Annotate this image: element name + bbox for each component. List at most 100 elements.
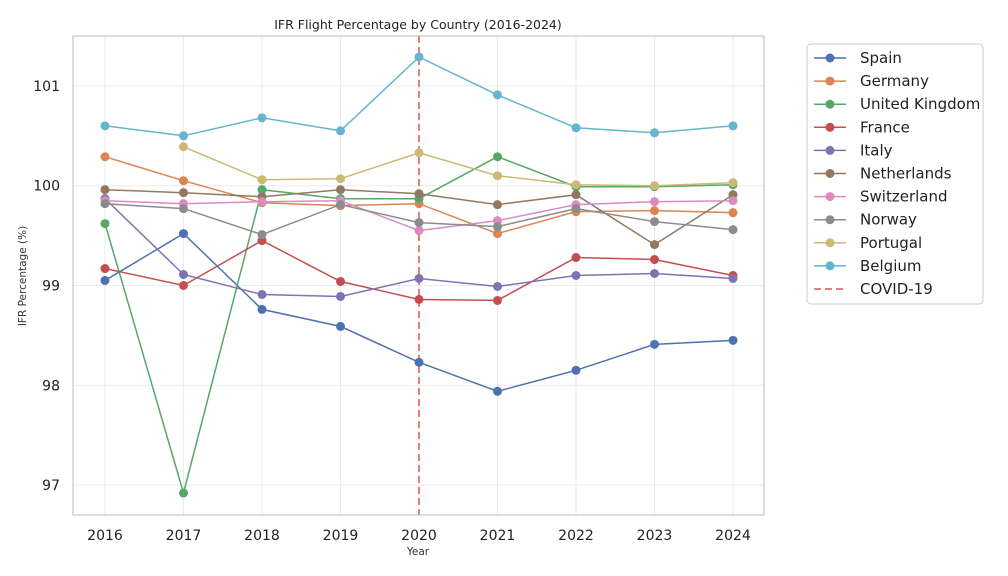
data-point (414, 52, 424, 62)
data-point (650, 197, 659, 207)
data-point (336, 291, 345, 301)
y-tick-label: 101 (33, 79, 60, 95)
x-tick-label: 2017 (166, 528, 202, 544)
x-tick-label: 2016 (87, 528, 123, 544)
legend-item-covid-19: COVID-19 (814, 280, 933, 298)
legend-marker (825, 261, 835, 271)
data-point (571, 271, 581, 280)
data-point (257, 289, 267, 299)
data-point (493, 152, 502, 162)
data-point (571, 190, 581, 200)
legend: Spain Germany United Kingdom France Italy Net… (806, 43, 984, 305)
legend-marker (825, 76, 835, 86)
legend-item-spain: Spain (814, 49, 902, 67)
data-point (336, 126, 345, 136)
x-tick-label: 2020 (401, 528, 437, 544)
data-point (336, 321, 345, 331)
legend-box (806, 43, 984, 305)
legend-marker (825, 192, 835, 202)
data-point (650, 217, 659, 227)
data-point (493, 229, 502, 239)
data-point (728, 121, 738, 131)
data-point (179, 142, 188, 152)
data-point (728, 225, 738, 235)
data-point (257, 175, 267, 185)
legend-marker (825, 53, 835, 63)
data-point (100, 264, 110, 274)
legend-marker (825, 99, 835, 109)
legend-marker (825, 238, 835, 248)
y-axis-label: IFR Percentage (%) (17, 226, 29, 326)
data-point (179, 229, 188, 239)
data-point (493, 90, 502, 100)
x-axis-label: Year (406, 546, 430, 558)
legend-marker (825, 122, 835, 132)
data-point (179, 280, 188, 290)
legend-item-united-kingdom: United Kingdom (814, 95, 980, 113)
legend-label: COVID-19 (860, 280, 933, 298)
data-point (179, 488, 188, 498)
x-tick-label: 2022 (558, 528, 594, 544)
data-point (100, 185, 110, 195)
series-line (183, 146, 734, 187)
data-point (100, 152, 110, 162)
legend-label: United Kingdom (860, 95, 980, 113)
y-tick-label: 98 (42, 378, 60, 394)
data-point (100, 275, 110, 285)
legend-item-germany: Germany (814, 72, 929, 90)
x-tick-label: 2021 (480, 528, 516, 544)
data-point (179, 131, 188, 141)
data-point (493, 222, 502, 232)
data-point (179, 270, 188, 280)
x-tick-label: 2018 (244, 528, 280, 544)
data-point (493, 281, 502, 291)
data-point (179, 176, 188, 186)
legend-item-italy: Italy (814, 141, 893, 159)
series-portugal (179, 142, 738, 191)
legend-label: Spain (860, 49, 902, 67)
data-point (100, 219, 110, 229)
series-group (100, 52, 738, 498)
legend-item-norway: Norway (814, 211, 917, 229)
chart-title: IFR Flight Percentage by Country (2016-2… (274, 17, 562, 32)
series-spain (100, 229, 738, 396)
data-point (650, 206, 659, 216)
data-point (650, 269, 659, 279)
data-point (728, 273, 738, 283)
legend-label: Italy (860, 141, 893, 159)
y-tick-label: 99 (42, 278, 60, 294)
data-point (571, 180, 581, 190)
data-point (728, 196, 738, 206)
data-point (414, 294, 424, 304)
data-point (571, 365, 581, 375)
series-norway (100, 199, 738, 240)
data-point (571, 123, 581, 133)
data-point (493, 200, 502, 210)
legend-marker (825, 215, 835, 225)
legend-label: Germany (860, 72, 929, 90)
legend-item-belgium: Belgium (814, 257, 922, 275)
legend-item-netherlands: Netherlands (814, 165, 952, 183)
data-point (100, 121, 110, 131)
legend-marker (825, 169, 835, 178)
data-point (336, 185, 345, 195)
x-tick-label: 2023 (637, 528, 673, 544)
data-point (336, 276, 345, 286)
series-belgium (100, 52, 738, 141)
legend-label: Switzerland (860, 188, 948, 206)
series-france (100, 236, 738, 305)
x-tick-label: 2024 (715, 528, 751, 544)
plot-frame (72, 35, 765, 516)
x-axis-ticks: 2016 2017 2018 2019 2020 2021 2022 2023 2024 (87, 528, 751, 544)
data-point (414, 148, 424, 158)
data-point (493, 386, 502, 396)
legend-label: Netherlands (860, 165, 952, 183)
data-point (414, 357, 424, 367)
data-point (728, 178, 738, 188)
data-point (493, 171, 502, 181)
data-point (728, 335, 738, 345)
data-point (728, 208, 738, 218)
legend-item-france: France (814, 118, 910, 136)
data-point (650, 240, 659, 250)
